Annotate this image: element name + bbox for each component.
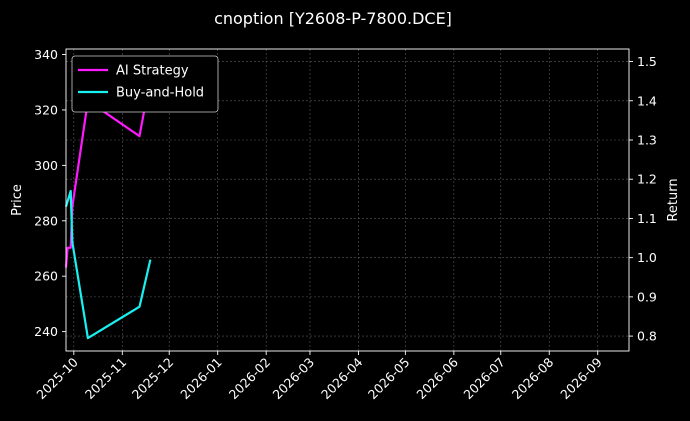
legend-box bbox=[71, 55, 219, 113]
y-left-axis: 240 260 280 300 320 340 bbox=[34, 47, 66, 339]
x-tick-label: 2026-04 bbox=[318, 354, 366, 402]
plot-frame bbox=[65, 48, 630, 352]
x-tick-label: 2026-07 bbox=[460, 355, 508, 403]
y2-tick-label: 1.2 bbox=[637, 172, 657, 187]
x-tick-label: 2026-08 bbox=[509, 354, 557, 402]
y-tick-label: 340 bbox=[34, 47, 58, 62]
x-tick-label: 2025-11 bbox=[82, 355, 130, 403]
chart-title: cnoption [Y2608-P-7800.DCE] bbox=[214, 9, 452, 28]
y2-tick-label: 1.3 bbox=[637, 132, 657, 147]
series-line-1 bbox=[64, 189, 152, 340]
y-tick-label: 240 bbox=[34, 324, 58, 339]
x-tick-label: 2026-03 bbox=[270, 355, 318, 403]
y-tick-label: 300 bbox=[34, 158, 58, 173]
y-tick-label: 260 bbox=[34, 269, 58, 284]
x-tick-label: 2025-10 bbox=[33, 354, 81, 402]
y-axis-title: Price bbox=[10, 184, 25, 216]
y2-tick-label: 1.4 bbox=[637, 93, 657, 108]
x-tick-label: 2026-01 bbox=[177, 355, 225, 403]
y-right-axis: 0.8 0.9 1.0 1.1 1.2 1.3 1.4 1.5 bbox=[629, 54, 657, 344]
x-tick-label: 2026-09 bbox=[557, 354, 605, 402]
y-tick-label: 280 bbox=[34, 213, 58, 228]
y2-tick-label: 0.8 bbox=[637, 329, 657, 344]
y2-axis-title: Return bbox=[666, 178, 681, 221]
legend: AI Strategy Buy-and-Hold bbox=[71, 55, 219, 113]
y2-tick-label: 1.5 bbox=[637, 54, 657, 69]
x-tick-label: 2025-12 bbox=[129, 355, 177, 403]
x-tick-label: 2026-06 bbox=[413, 354, 461, 402]
y2-tick-label: 0.9 bbox=[637, 289, 657, 304]
x-tick-label: 2026-02 bbox=[226, 355, 274, 403]
y-tick-label: 320 bbox=[34, 102, 58, 117]
legend-label: AI Strategy bbox=[116, 64, 189, 79]
x-tick-label: 2026-05 bbox=[365, 355, 413, 403]
y2-tick-label: 1.0 bbox=[637, 250, 657, 265]
x-axis: 2025-10 2025-11 2025-12 2026-01 2026-022026-… bbox=[33, 351, 605, 403]
legend-label: Buy-and-Hold bbox=[116, 86, 204, 101]
y2-tick-label: 1.1 bbox=[637, 211, 657, 226]
